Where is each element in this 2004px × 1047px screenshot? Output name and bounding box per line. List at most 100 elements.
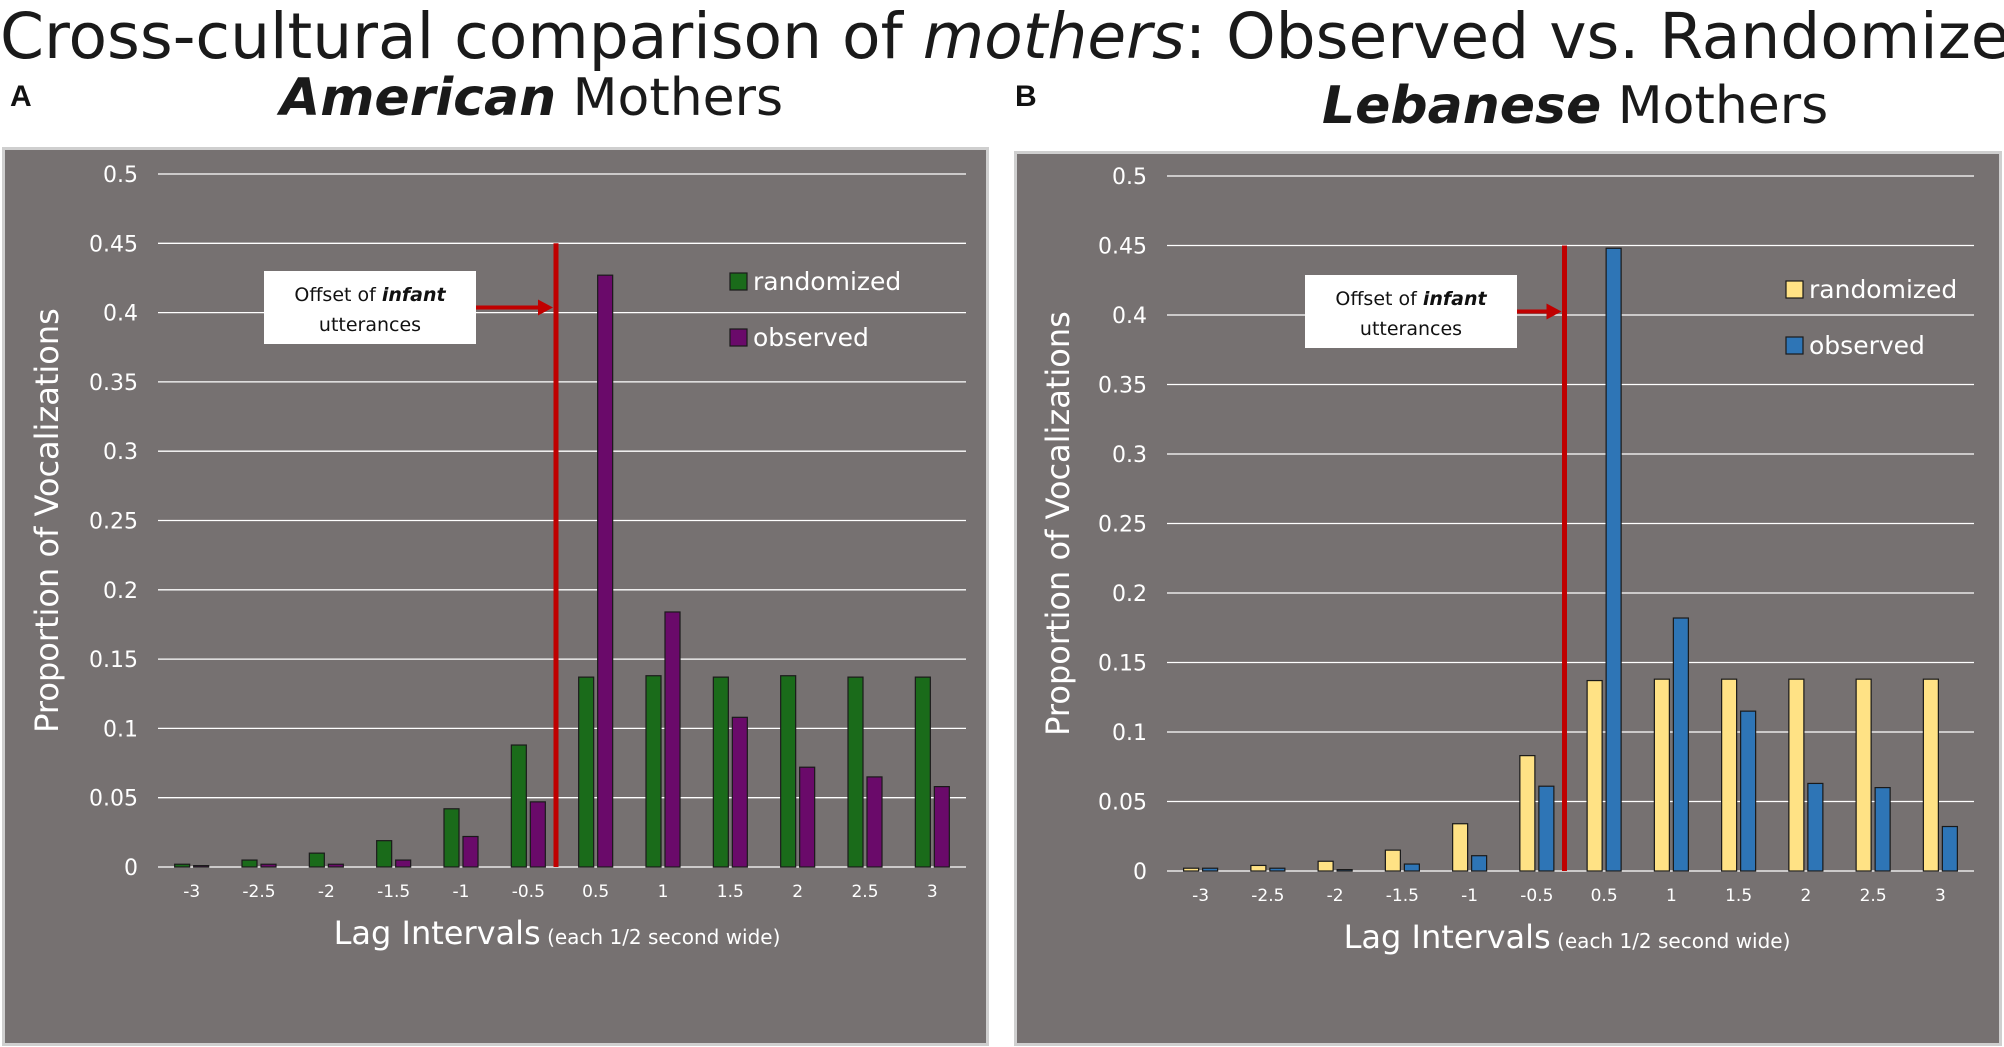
chart-1-legend-label-observed: observed [1809, 331, 1925, 360]
chart-0-bar-observed [866, 776, 883, 868]
chart-1-y-tick-label: 0.15 [1098, 652, 1147, 677]
chart-0-x-tick-label: 0.5 [582, 882, 609, 902]
chart-0-bar-randomized [376, 840, 393, 868]
chart-0-bar-observed [260, 863, 277, 868]
chart-1-bar-randomized [1384, 849, 1401, 872]
chart-1-annotation-line2: utterances [1360, 318, 1462, 340]
chart-1-bar-observed [1740, 710, 1757, 872]
chart-1-y-tick-label: 0 [1133, 860, 1147, 885]
chart-1-x-tick-label: -0.5 [1520, 886, 1553, 906]
chart-0-bar-observed [395, 859, 412, 868]
chart-1-x-tick-label: -3 [1192, 886, 1209, 906]
chart-0-y-tick-label: 0 [124, 856, 138, 881]
chart-1-bar-randomized [1183, 867, 1200, 872]
chart-1-y-axis-label: Proportion of Vocalizations [1039, 311, 1077, 736]
chart-0-y-tick-label: 0.35 [89, 371, 138, 396]
chart-1-bar-randomized [1317, 860, 1334, 872]
chart-1-x-tick-label: 2 [1800, 886, 1811, 906]
chart-1-x-tick-label: -2 [1327, 886, 1344, 906]
chart-1-bar-randomized [1452, 823, 1469, 872]
chart-0-bar-randomized [510, 744, 527, 868]
chart-1-legend-label-randomized: randomized [1809, 275, 1957, 304]
chart-0-bar-randomized [174, 863, 191, 868]
chart-1-bar-observed [1672, 617, 1689, 872]
chart-1-bar-observed [1538, 785, 1555, 872]
chart-0-bar-observed [731, 716, 748, 868]
chart-0-y-tick-label: 0.05 [89, 787, 138, 812]
chart-1-annotation-arrow-head [1546, 303, 1562, 320]
chart-1-bar-observed [1807, 782, 1824, 872]
chart-1-x-axis-label: Lag Intervals (each 1/2 second wide) [1344, 918, 1791, 956]
chart-1-bar-randomized [1519, 755, 1536, 872]
chart-1-legend-swatch-randomized [1785, 280, 1804, 299]
chart-0-bar-observed [933, 786, 950, 868]
chart-1-y-tick-label: 0.35 [1098, 374, 1147, 399]
figure-title: Cross-cultural comparison of mothers: Ob… [0, 2, 2004, 71]
panel-a-title-rest: Mothers [556, 68, 784, 128]
chart-1-bar-randomized [1788, 678, 1805, 872]
american-mothers-chart: 0 0.05 0.1 0.15 0.2 0.25 0.3 0.35 0.4 0.45 0.5 -3 -2… [2, 147, 989, 1046]
chart-0-bar-randomized [443, 808, 460, 868]
chart-0-bar-randomized [308, 852, 325, 868]
chart-1-annotation-emphasis: infant [1423, 288, 1488, 310]
chart-0-x-axis-label-main: Lag Intervals [334, 914, 541, 952]
chart-0-annotation-emphasis: infant [382, 284, 447, 306]
chart-0-x-tick-label: 2 [792, 882, 803, 902]
chart-0-y-tick-label: 0.25 [89, 510, 138, 535]
chart-1-y-tick-label: 0.3 [1112, 443, 1147, 468]
chart-1-y-tick-label: 0.45 [1098, 235, 1147, 260]
chart-0-y-tick-label: 0.3 [103, 440, 138, 465]
chart-0-bar-observed [327, 863, 344, 868]
chart-0-bar-observed [462, 835, 479, 868]
chart-0-legend-swatch-randomized [729, 272, 748, 291]
chart-0-annotation-prefix: Offset of [294, 284, 381, 306]
chart-0-y-axis-label: Proportion of Vocalizations [28, 308, 66, 733]
chart-1-bar-randomized [1855, 678, 1872, 872]
panel-a-title-bold: American [280, 68, 557, 128]
chart-1-x-tick-label: -2.5 [1251, 886, 1284, 906]
chart-1-bar-observed [1202, 867, 1219, 872]
panel-b-label: B [1015, 80, 1037, 113]
panel-b-title-bold: Lebanese [1322, 76, 1602, 136]
chart-1-y-tick-label: 0.2 [1112, 582, 1147, 607]
chart-1-y-tick-label: 0.1 [1112, 721, 1147, 746]
chart-0-x-tick-label: 3 [927, 882, 938, 902]
chart-1-bar-randomized [1250, 864, 1267, 872]
chart-1-y-tick-label: 0.25 [1098, 513, 1147, 538]
chart-0-x-axis-label: Lag Intervals (each 1/2 second wide) [334, 914, 781, 952]
chart-1-y-tick-label: 0.5 [1112, 165, 1147, 190]
chart-0-bar-randomized [780, 675, 797, 868]
chart-1-x-tick-label: 1.5 [1725, 886, 1752, 906]
chart-1-x-axis-label-main: Lag Intervals [1344, 918, 1551, 956]
chart-0-bar-observed [529, 801, 546, 868]
chart-1-y-tick-label: 0.4 [1112, 304, 1147, 329]
chart-0-bar-randomized [241, 859, 258, 868]
chart-0-y-tick-label: 0.1 [103, 717, 138, 742]
chart-0-y-tick-label: 0.4 [103, 302, 138, 327]
chart-1-y-tick-label: 0.05 [1098, 791, 1147, 816]
chart-1-x-tick-label: -1 [1461, 886, 1478, 906]
chart-0-y-tick-label: 0.15 [89, 648, 138, 673]
chart-1-x-tick-label: 3 [1935, 886, 1946, 906]
figure-title-suffix: : Observed vs. Randomized [1184, 0, 2004, 73]
chart-0-annotation-line1: Offset of infant [294, 284, 446, 306]
panel-a-label: A [10, 80, 32, 113]
chart-0-legend-label-randomized: randomized [753, 267, 901, 296]
chart-0-x-tick-label: -2 [318, 882, 335, 902]
figure-title-prefix: Cross-cultural comparison of [0, 0, 923, 73]
chart-1-bar-randomized [1721, 678, 1738, 872]
chart-1-legend-swatch-observed [1785, 336, 1804, 355]
chart-1-x-axis-label-note: (each 1/2 second wide) [1551, 929, 1791, 953]
panel-b-title: Lebanese Mothers [1322, 76, 1828, 136]
chart-0-x-tick-label: -1.5 [377, 882, 410, 902]
chart-0-bar-observed [799, 766, 816, 868]
chart-1-bar-observed [1336, 869, 1353, 872]
chart-0-x-tick-label: 2.5 [851, 882, 878, 902]
chart-0-x-tick-label: -1 [453, 882, 470, 902]
chart-1-x-tick-label: 1 [1666, 886, 1677, 906]
chart-0-bar-observed [193, 865, 210, 868]
chart-0-annotation-arrow-head [538, 299, 553, 316]
chart-1-bar-randomized [1586, 679, 1603, 872]
chart-0-x-tick-label: 1.5 [717, 882, 744, 902]
chart-1-bar-observed [1605, 247, 1622, 872]
